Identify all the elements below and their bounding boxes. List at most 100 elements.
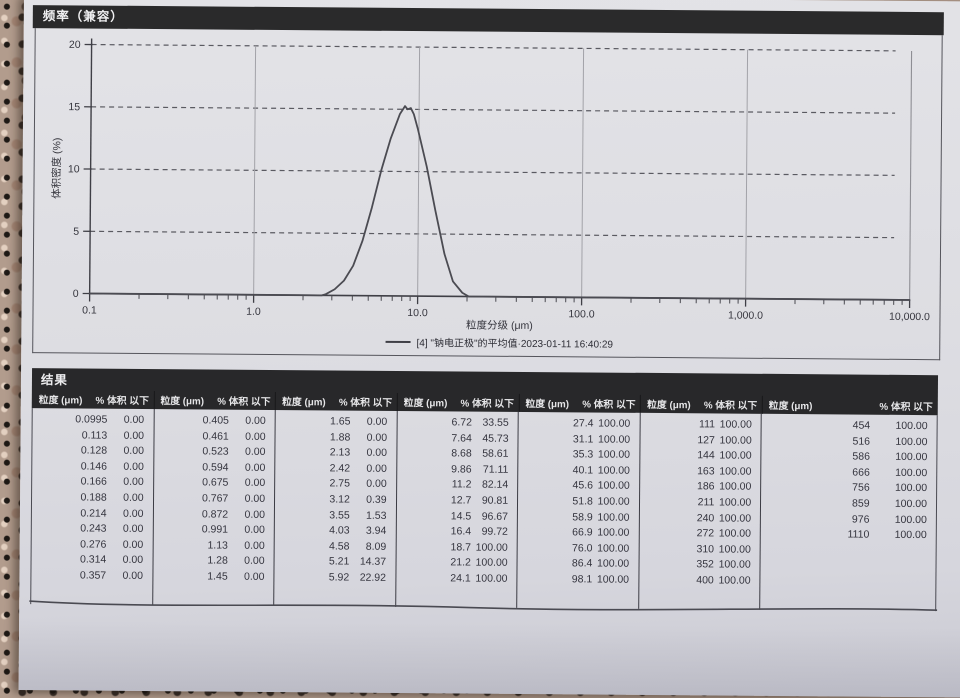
cell-pct: 100.00 bbox=[714, 480, 760, 496]
cell-pct: 0.00 bbox=[107, 444, 153, 460]
cell-size: 163 bbox=[640, 464, 715, 480]
cell-size: 18.7 bbox=[396, 540, 471, 556]
cell-size: 0.113 bbox=[32, 428, 107, 444]
cell-size: 0.0995 bbox=[33, 412, 108, 428]
v-gridline bbox=[582, 48, 584, 297]
cell-size: 0.276 bbox=[32, 537, 107, 553]
cell-size: 2.42 bbox=[275, 461, 350, 477]
cell-pct: 0.00 bbox=[228, 507, 274, 523]
cell-size: 7.64 bbox=[397, 431, 472, 447]
cell-size: 51.8 bbox=[518, 494, 593, 510]
chart-panel-title: 频率（兼容） bbox=[43, 9, 124, 24]
x-tick-label: 10,000.0 bbox=[889, 311, 930, 323]
cell-pct: 0.00 bbox=[106, 537, 152, 553]
cell-size: 14.5 bbox=[396, 509, 471, 525]
y-tick-label: 0 bbox=[73, 288, 79, 300]
cell-size: 98.1 bbox=[517, 572, 592, 588]
group-column-header: 粒度 (μm)% 体积 以下 bbox=[153, 391, 275, 410]
cell-size: 5.21 bbox=[275, 554, 350, 570]
col-header-size: 粒度 (μm) bbox=[154, 393, 217, 407]
cell-pct: 100.00 bbox=[714, 527, 760, 543]
cell-pct: 0.39 bbox=[350, 493, 396, 509]
cell-size: 666 bbox=[761, 465, 869, 481]
cell-pct: 100.00 bbox=[715, 433, 761, 449]
cell-pct: 0.00 bbox=[228, 523, 274, 539]
y-axis-title: 体积密度 (%) bbox=[49, 138, 64, 199]
group-column-header: 粒度 (μm)% 体积 以下 bbox=[397, 393, 519, 412]
cell-size: 0.357 bbox=[31, 568, 106, 584]
cell-pct: 0.00 bbox=[228, 554, 274, 570]
cell-size: 6.72 bbox=[397, 415, 472, 431]
cell-size: 516 bbox=[762, 433, 870, 449]
cell-pct: 90.81 bbox=[471, 493, 517, 509]
cell-size: 240 bbox=[639, 510, 714, 526]
frequency-curve bbox=[90, 104, 911, 300]
cell-pct: 100.00 bbox=[715, 464, 761, 480]
cell-pct: 100.00 bbox=[593, 510, 639, 526]
cell-size: 127 bbox=[640, 432, 715, 448]
cell-size: 0.523 bbox=[154, 444, 229, 460]
cell-pct: 0.00 bbox=[350, 461, 396, 477]
cell-size: 310 bbox=[639, 542, 714, 558]
cell-pct: 0.00 bbox=[228, 492, 274, 508]
cell-size: 0.214 bbox=[32, 506, 107, 522]
cell-pct: 100.00 bbox=[593, 432, 639, 448]
cell-pct: 100.00 bbox=[714, 511, 760, 527]
col-header-pct: % 体积 以下 bbox=[461, 395, 519, 409]
cell-size: 4.03 bbox=[275, 523, 350, 539]
cell-size: 0.991 bbox=[153, 522, 228, 538]
cell-pct: 100.00 bbox=[592, 557, 638, 573]
cell-size: 2.75 bbox=[275, 476, 350, 492]
cell-size: 0.243 bbox=[32, 521, 107, 537]
cell-pct: 0.00 bbox=[107, 491, 153, 507]
cell-pct: 8.09 bbox=[349, 539, 395, 555]
cell-pct: 0.00 bbox=[350, 415, 396, 431]
cell-pct: 100.00 bbox=[870, 465, 937, 481]
h-gridline bbox=[92, 45, 896, 51]
cell-size: 586 bbox=[762, 449, 870, 465]
cell-size: 400 bbox=[639, 573, 714, 589]
cell-size: 454 bbox=[762, 418, 870, 434]
cell-pct: 0.00 bbox=[107, 428, 153, 444]
cell-size: 31.1 bbox=[519, 431, 594, 447]
cell-size: 272 bbox=[639, 526, 714, 542]
cell-size: 76.0 bbox=[518, 541, 593, 557]
cell-size: 1.45 bbox=[153, 569, 228, 585]
col-header-pct: % 体积 以下 bbox=[217, 394, 275, 408]
cell-size: 2.13 bbox=[275, 445, 350, 461]
cell-size: 9.86 bbox=[397, 462, 472, 478]
cell-size: 21.2 bbox=[396, 555, 471, 571]
